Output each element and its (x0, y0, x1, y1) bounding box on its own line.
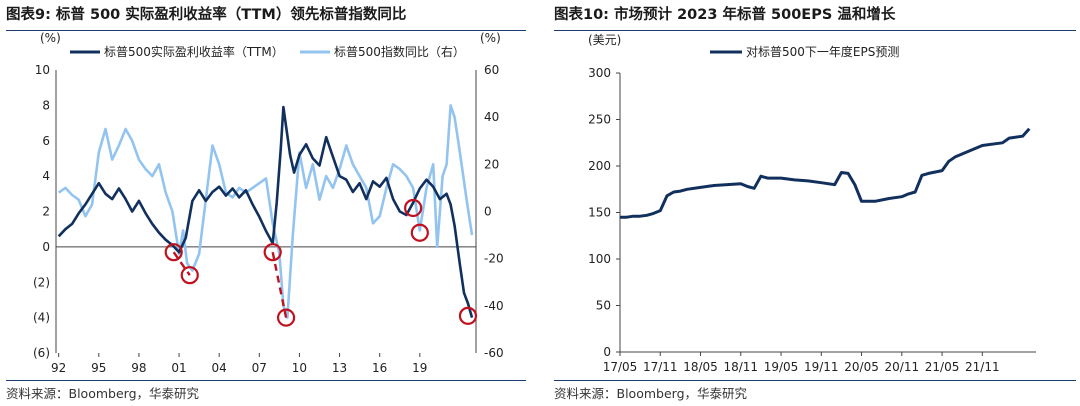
right-y-tick-label: 20 (484, 157, 499, 171)
highlight-circle-marker (404, 198, 423, 218)
highlight-circle-marker (180, 266, 199, 285)
y-tick-label: 50 (596, 299, 611, 313)
y-tick-label: 0 (603, 345, 611, 359)
x-tick-label: 01 (171, 361, 186, 375)
left-axis-unit: (%) (40, 31, 61, 45)
marker-dashed-link (172, 251, 191, 276)
right-y-tick-label: 40 (484, 110, 499, 124)
y-tick-label: 200 (588, 159, 611, 173)
y-axis-unit: (美元) (588, 33, 621, 47)
right-chart-svg: (美元) 300 250 200 150 100 50 017/05 17/11 18/05 18/… (588, 33, 1036, 374)
left-y-tick-label: 10 (35, 63, 50, 77)
x-tick-label: 17/05 (603, 360, 638, 374)
right-source-rule (554, 380, 1076, 381)
x-tick-label: 10 (292, 361, 307, 375)
x-tick-label: 13 (332, 361, 347, 375)
x-tick-label: 20/05 (844, 360, 879, 374)
y-tick-label: 100 (588, 252, 611, 266)
y-tick-label: 150 (588, 206, 611, 220)
left-y-tick-label: (2) (33, 275, 50, 289)
series-line-index-yoy (57, 104, 474, 319)
right-y-tick-label: 60 (484, 63, 499, 77)
left-chart-title: 图表9: 标普 500 实际盈利收益率（TTM）领先标普指数同比 (6, 7, 407, 23)
right-y-tick-label: -20 (484, 252, 504, 266)
left-chart-source: 资料来源：Bloomberg，华泰研究 (6, 386, 199, 401)
x-tick-label: 21/05 (925, 360, 960, 374)
x-tick-label: 18/05 (683, 360, 718, 374)
left-title-rule (6, 30, 526, 31)
x-tick-label: 19 (412, 361, 427, 375)
highlight-circle-marker (263, 243, 282, 262)
x-tick-label: 19/11 (804, 360, 839, 374)
legend-label-eps: 对标普500下一年度EPS预测 (746, 44, 899, 59)
highlight-circle-marker (164, 243, 183, 262)
left-y-tick-label: 8 (42, 98, 50, 112)
x-tick-label: 07 (252, 361, 267, 375)
x-tick-label: 18/11 (723, 360, 758, 374)
right-axis-unit: (%) (480, 31, 501, 45)
left-y-tick-label: 0 (42, 240, 50, 254)
right-chart-panel: 图表10: 市场预计 2023 年标普 500EPS 温和增长 (美元) 300 2… (548, 0, 1080, 406)
right-y-tick-label: -40 (484, 299, 504, 313)
right-y-tick-label: 0 (484, 205, 492, 219)
y-tick-label: 250 (588, 113, 611, 127)
y-tick-label: 300 (588, 66, 611, 80)
x-tick-label: 17/11 (643, 360, 678, 374)
left-chart-svg: (%) (%)1086420(2)(4)(6)6040200-20-40-6092… (33, 31, 504, 375)
x-tick-label: 04 (212, 361, 227, 375)
legend-label-earnings-yield: 标普500实际盈利收益率（TTM） (104, 44, 284, 59)
x-tick-label: 19/05 (764, 360, 799, 374)
left-y-tick-label: 4 (42, 169, 50, 183)
right-title-rule (554, 30, 1076, 31)
left-y-tick-label: (4) (33, 311, 50, 325)
x-tick-label: 21/11 (965, 360, 1000, 374)
left-y-tick-label: 6 (42, 134, 50, 148)
left-chart-panel: 图表9: 标普 500 实际盈利收益率（TTM）领先标普指数同比 (%) (%) 1… (0, 0, 530, 406)
series-line-eps-forecast (620, 127, 1031, 219)
x-tick-label: 95 (91, 361, 106, 375)
left-source-rule (6, 380, 526, 381)
x-tick-label: 92 (51, 361, 66, 375)
highlight-circle-marker (276, 308, 296, 327)
series-line-earnings-yield (57, 105, 474, 318)
x-tick-label: 16 (372, 361, 387, 375)
legend-label-index-yoy: 标普500指数同比（右） (334, 44, 465, 59)
x-tick-label: 20/11 (885, 360, 920, 374)
left-y-tick-label: (6) (33, 346, 50, 360)
right-chart-source: 资料来源：Bloomberg，华泰研究 (554, 386, 747, 401)
left-y-tick-label: 2 (42, 205, 50, 219)
right-chart-title: 图表10: 市场预计 2023 年标普 500EPS 温和增长 (554, 7, 896, 23)
x-tick-label: 98 (131, 361, 146, 375)
highlight-circle-marker (410, 223, 429, 242)
highlight-circle-marker (458, 306, 478, 325)
right-y-tick-label: -60 (484, 346, 504, 360)
